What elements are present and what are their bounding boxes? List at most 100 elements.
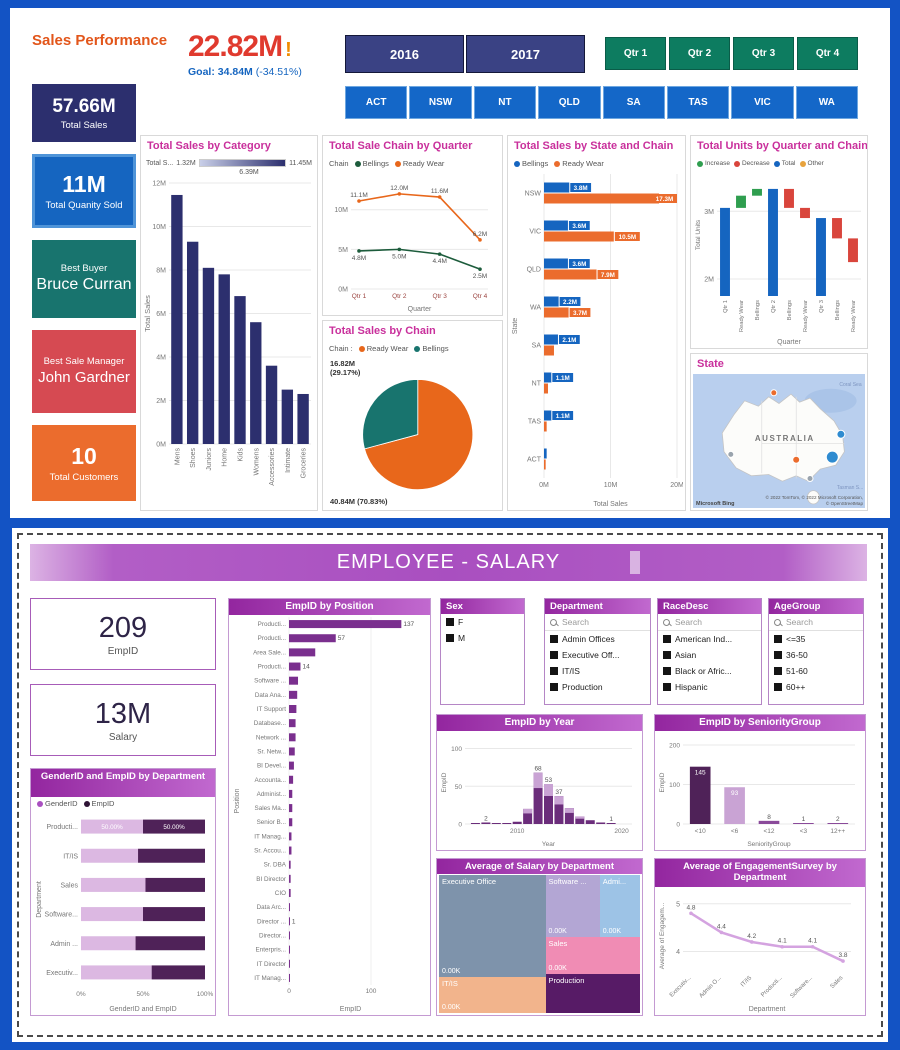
state-button-vic[interactable]: VIC xyxy=(731,86,794,119)
bar-NT-Bellings[interactable] xyxy=(544,372,552,383)
slicer-item-m[interactable]: M xyxy=(441,630,524,646)
pie-slice-Ready Wear[interactable] xyxy=(364,379,474,491)
column-<10[interactable] xyxy=(689,766,711,824)
checkbox-icon[interactable] xyxy=(550,651,558,659)
treemap-tile-Executive Office[interactable]: Executive Office 0.00K xyxy=(439,875,546,978)
bar-Groceries[interactable] xyxy=(297,393,309,444)
bar-QLD-Ready Wear[interactable] xyxy=(544,269,597,280)
column-<12[interactable] xyxy=(758,820,780,824)
segment-Sales-EmpID[interactable] xyxy=(145,877,205,892)
checkbox-icon[interactable] xyxy=(663,683,671,691)
checkbox-icon[interactable] xyxy=(663,651,671,659)
column-2008[interactable] xyxy=(491,823,501,824)
quarter-button-qtr-1[interactable]: Qtr 1 xyxy=(605,37,666,70)
column-2011[interactable] xyxy=(523,808,533,824)
slicer-item-hispanic[interactable]: Hispanic xyxy=(658,679,761,695)
quarter-button-qtr-4[interactable]: Qtr 4 xyxy=(797,37,858,70)
checkbox-icon[interactable] xyxy=(663,635,671,643)
column-2018[interactable] xyxy=(596,822,606,824)
map-bubble[interactable] xyxy=(806,475,814,482)
segment-Software...-GenderID[interactable] xyxy=(81,907,143,922)
checkbox-icon[interactable] xyxy=(550,635,558,643)
column-2016[interactable] xyxy=(575,816,585,824)
bar-WA-Ready Wear[interactable] xyxy=(544,307,569,318)
bar-Sr. Netw...[interactable] xyxy=(289,747,295,756)
slicer-item-admin-offices[interactable]: Admin Offices xyxy=(545,631,650,647)
segment-Producti...-GenderID[interactable] xyxy=(81,819,143,834)
segment-Software...-EmpID[interactable] xyxy=(143,907,205,922)
bar-TAS-Ready Wear[interactable] xyxy=(544,421,547,432)
treemap-tile-Sales[interactable]: Sales 0.00K xyxy=(545,937,640,975)
segment-IT/IS-GenderID[interactable] xyxy=(81,848,139,863)
bar-ACT-Ready Wear[interactable] xyxy=(544,459,546,470)
bar-TAS-Bellings[interactable] xyxy=(544,410,552,421)
map-bubble[interactable] xyxy=(727,450,735,458)
bar-Producti...[interactable] xyxy=(289,634,336,643)
waterfall-bar-Qtr 2[interactable] xyxy=(768,188,778,296)
column-<3[interactable] xyxy=(793,823,814,824)
bar-Kids[interactable] xyxy=(234,296,246,444)
bar-QLD-Bellings[interactable] xyxy=(544,258,568,269)
bar-Sr. DBA[interactable] xyxy=(289,860,291,869)
slicer-search[interactable]: Search xyxy=(658,614,761,631)
bar-Producti...[interactable] xyxy=(289,620,402,629)
column-2015[interactable] xyxy=(564,808,574,824)
checkbox-icon[interactable] xyxy=(774,651,782,659)
state-button-wa[interactable]: WA xyxy=(795,86,858,119)
bar-VIC-Bellings[interactable] xyxy=(544,220,568,231)
slicer-search[interactable]: Search xyxy=(769,614,863,631)
bar-VIC-Ready Wear[interactable] xyxy=(544,231,614,242)
column-12++[interactable] xyxy=(827,823,849,824)
column-2014[interactable] xyxy=(554,796,564,824)
bar-Home[interactable] xyxy=(218,274,230,444)
waterfall-bar-Bellings[interactable] xyxy=(784,188,794,208)
map-bubble[interactable] xyxy=(836,429,846,439)
bar-IT Support[interactable] xyxy=(289,705,297,713)
bar-Womens[interactable] xyxy=(250,322,262,444)
treemap-tile-Admi...[interactable]: Admi... 0.00K xyxy=(599,875,640,938)
bar-IT Director[interactable] xyxy=(289,959,290,968)
waterfall-bar-Bellings[interactable] xyxy=(752,188,762,196)
slicer-item-51-60[interactable]: 51-60 xyxy=(769,663,863,679)
bar-SA-Ready Wear[interactable] xyxy=(544,345,554,356)
segment-Sales-GenderID[interactable] xyxy=(81,877,146,892)
bar-IT Manag...[interactable] xyxy=(289,832,292,841)
checkbox-icon[interactable] xyxy=(550,683,558,691)
bar-Shoes[interactable] xyxy=(186,241,199,444)
slicer-item--lt-35[interactable]: <=35 xyxy=(769,631,863,647)
waterfall-bar-Qtr 1[interactable] xyxy=(720,207,730,296)
waterfall-bar-Bellings[interactable] xyxy=(832,218,842,239)
bar-CIO[interactable] xyxy=(289,889,291,897)
slicer-item-production[interactable]: Production xyxy=(545,679,650,695)
slicer-search[interactable]: Search xyxy=(545,614,650,631)
column-2019[interactable] xyxy=(606,823,616,824)
slicer-item-36-50[interactable]: 36-50 xyxy=(769,647,863,663)
state-button-act[interactable]: ACT xyxy=(345,86,408,119)
state-button-nt[interactable]: NT xyxy=(473,86,537,119)
segment-Admin ...-EmpID[interactable] xyxy=(135,936,205,951)
bar-Enterpris...[interactable] xyxy=(289,945,290,954)
bar-Producti...[interactable] xyxy=(289,662,301,671)
slicer-item-executive-off-[interactable]: Executive Off... xyxy=(545,647,650,663)
checkbox-icon[interactable] xyxy=(663,667,671,675)
segment-IT/IS-EmpID[interactable] xyxy=(138,848,205,863)
checkbox-icon[interactable] xyxy=(774,635,782,643)
slicer-item-asian[interactable]: Asian xyxy=(658,647,761,663)
checkbox-icon[interactable] xyxy=(774,683,782,691)
bar-Intimate[interactable] xyxy=(281,389,294,444)
map-bubble[interactable] xyxy=(825,450,839,464)
bar-Sales Ma...[interactable] xyxy=(289,804,293,813)
bar-Software ...[interactable] xyxy=(289,676,299,685)
bar-NSW-Bellings[interactable] xyxy=(544,182,570,193)
segment-Executiv...-GenderID[interactable] xyxy=(81,965,152,980)
checkbox-icon[interactable] xyxy=(446,618,454,626)
treemap-tile-Software ...[interactable]: Software ... 0.00K xyxy=(545,875,600,938)
slicer-item-60-[interactable]: 60++ xyxy=(769,679,863,695)
map-bubble[interactable] xyxy=(792,455,801,464)
waterfall-bar-Qtr 3[interactable] xyxy=(816,218,826,296)
bar-Senior B...[interactable] xyxy=(289,818,293,827)
bar-Director...[interactable] xyxy=(289,931,290,940)
bar-SA-Bellings[interactable] xyxy=(544,334,558,345)
treemap-tile-IT/IS[interactable]: IT/IS 0.00K xyxy=(439,977,546,1013)
bar-ACT-Bellings[interactable] xyxy=(544,448,547,459)
